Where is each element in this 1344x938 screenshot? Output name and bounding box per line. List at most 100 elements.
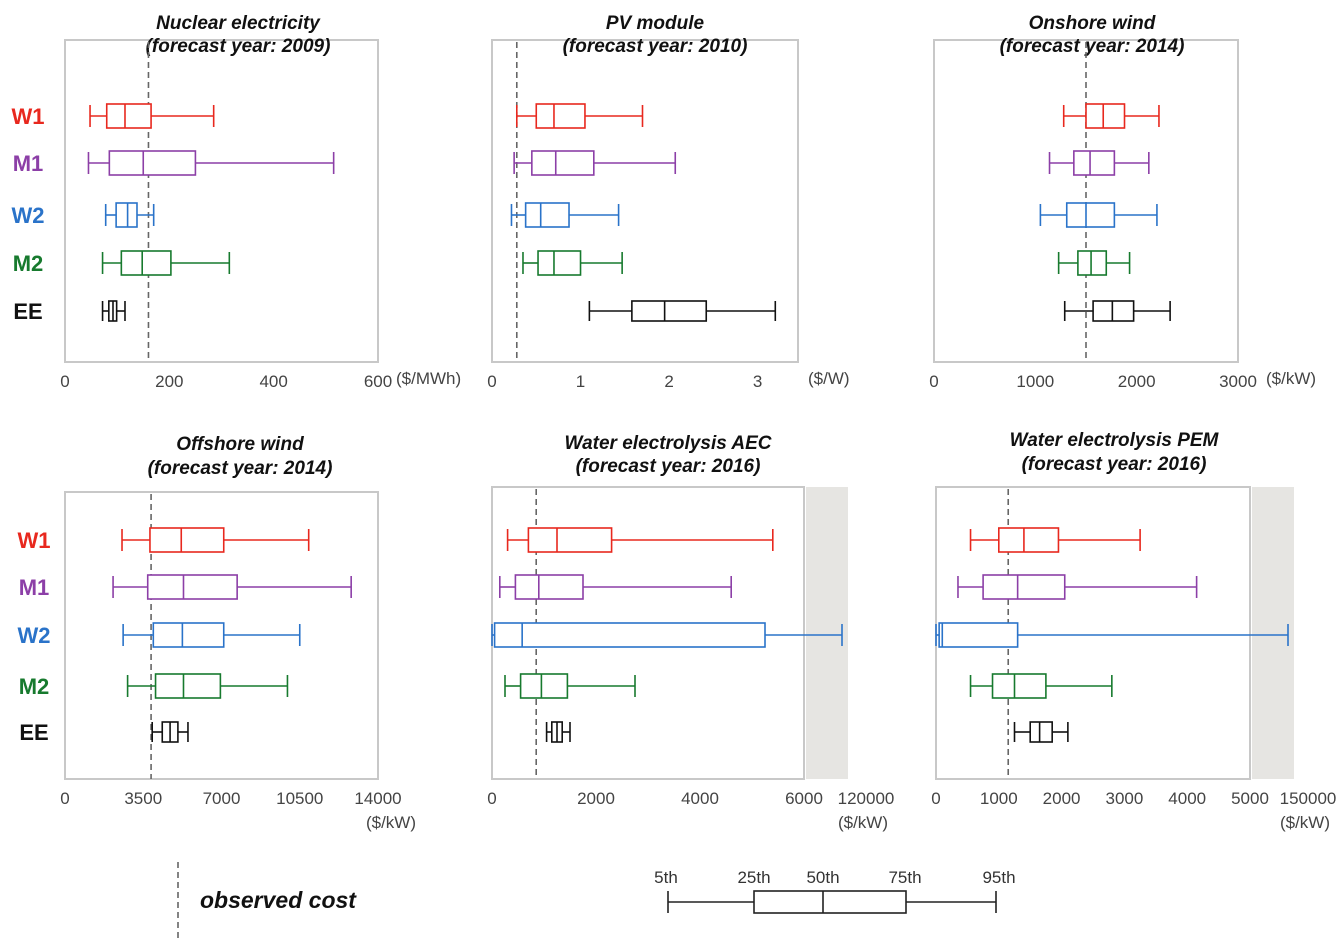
iqr-box	[631, 300, 708, 322]
chart-title: Offshore wind	[176, 434, 304, 455]
iqr-box	[531, 150, 595, 176]
x-tick-label: 3000	[1105, 789, 1143, 808]
iqr-box	[1092, 300, 1135, 322]
x-axis-unit: ($/MWh)	[396, 369, 461, 388]
box-M1	[1048, 150, 1150, 176]
x-tick-label-break: 120000	[838, 789, 895, 808]
iqr-box	[146, 574, 238, 600]
chart-panels: Nuclear electricity(forecast year: 2009)…	[12, 13, 1337, 832]
legend-box	[667, 890, 997, 914]
iqr-box	[524, 202, 570, 228]
x-tick-label: 3	[753, 372, 762, 391]
x-tick-label: 600	[364, 372, 392, 391]
x-tick-label: 0	[487, 372, 496, 391]
chart-subtitle: (forecast year: 2016)	[1022, 454, 1207, 475]
iqr-box	[535, 103, 586, 129]
box-M2	[101, 250, 231, 276]
box-W1	[506, 527, 774, 553]
legend-iqr-box	[753, 890, 907, 914]
iqr-box	[154, 673, 222, 699]
row-label-M1: M1	[13, 151, 44, 176]
x-tick-label-break: 150000	[1280, 789, 1337, 808]
row-label-EE: EE	[13, 299, 42, 324]
x-tick-label: 0	[487, 789, 496, 808]
x-axis-unit: ($/kW)	[1280, 813, 1330, 832]
chart-panel-2: PV module(forecast year: 2010) 0 1 2 3 ($/W)	[487, 13, 849, 391]
x-tick-label: 3000	[1219, 372, 1257, 391]
legend-percentile-label: 5th	[654, 868, 678, 887]
box-M2	[522, 250, 623, 276]
box-M2	[504, 673, 636, 699]
x-axis-unit: ($/W)	[808, 369, 850, 388]
box-W1	[969, 527, 1141, 553]
chart-panel-6: Water electrolysis PEM (forecast year: 20…	[931, 430, 1336, 832]
box-M1	[112, 574, 352, 600]
iqr-box	[938, 622, 1019, 648]
iqr-box	[105, 103, 152, 129]
box-M2	[1057, 250, 1131, 276]
chart-title: Onshore wind	[1029, 13, 1156, 34]
box-M1	[87, 150, 335, 176]
chart-title: Water electrolysis PEM	[1010, 430, 1220, 451]
x-tick-label: 0	[931, 789, 940, 808]
axis-break-shade	[1252, 487, 1294, 779]
axis-break-shade	[806, 487, 848, 779]
plot-frame	[64, 491, 379, 780]
x-tick-label: 0	[60, 789, 69, 808]
row-label-M1: M1	[19, 575, 50, 600]
box-W2	[1039, 202, 1158, 228]
iqr-box	[493, 622, 766, 648]
box-EE	[588, 300, 777, 322]
iqr-box	[1065, 202, 1116, 228]
x-tick-label: 2000	[577, 789, 615, 808]
x-tick-label: 4000	[681, 789, 719, 808]
x-tick-label: 5000	[1231, 789, 1269, 808]
plot-frame	[491, 39, 799, 363]
box-M2	[969, 673, 1113, 699]
box-W2	[122, 622, 301, 648]
iqr-box	[514, 574, 584, 600]
chart-panel-5: Water electrolysis AEC(forecast year: 20…	[487, 433, 894, 832]
iqr-box	[108, 150, 197, 176]
iqr-box	[991, 673, 1047, 699]
box-EE	[151, 721, 189, 743]
legend-percentile-label: 75th	[888, 868, 921, 887]
box-W1	[89, 103, 215, 129]
chart-subtitle: (forecast year: 2014)	[148, 458, 333, 479]
iqr-box	[152, 622, 225, 648]
legend-observed-label: observed cost	[200, 887, 357, 913]
box-M1	[957, 574, 1198, 600]
x-tick-label: 4000	[1168, 789, 1206, 808]
row-label-M2: M2	[19, 674, 50, 699]
iqr-box	[1073, 150, 1116, 176]
x-tick-label: 2000	[1118, 372, 1156, 391]
iqr-box	[982, 574, 1066, 600]
iqr-box	[149, 527, 225, 553]
box-M1	[498, 574, 733, 600]
figure-legend: observed cost 5th 25th 50th 75th 95th	[177, 862, 1016, 938]
box-W2	[491, 622, 843, 648]
chart-subtitle: (forecast year: 2014)	[1000, 36, 1185, 57]
box-EE	[1063, 300, 1171, 322]
plot-frame	[933, 39, 1239, 363]
x-tick-label: 14000	[354, 789, 401, 808]
box-W1	[515, 103, 644, 129]
box-W1	[121, 527, 310, 553]
chart-title: Water electrolysis AEC	[565, 433, 772, 454]
box-W2	[510, 202, 620, 228]
iqr-box	[1077, 250, 1108, 276]
x-axis-unit: ($/kW)	[838, 813, 888, 832]
iqr-box	[997, 527, 1060, 553]
row-label-M2: M2	[13, 251, 44, 276]
box-EE	[101, 300, 126, 322]
x-tick-label: 200	[155, 372, 183, 391]
chart-panel-1: Nuclear electricity(forecast year: 2009)…	[12, 13, 462, 391]
iqr-box	[1085, 103, 1126, 129]
x-tick-label: 1	[576, 372, 585, 391]
row-label-EE: EE	[19, 720, 48, 745]
legend-percentile-label: 50th	[806, 868, 839, 887]
x-tick-label: 0	[929, 372, 938, 391]
x-tick-label: 0	[60, 372, 69, 391]
box-W1	[1062, 103, 1160, 129]
